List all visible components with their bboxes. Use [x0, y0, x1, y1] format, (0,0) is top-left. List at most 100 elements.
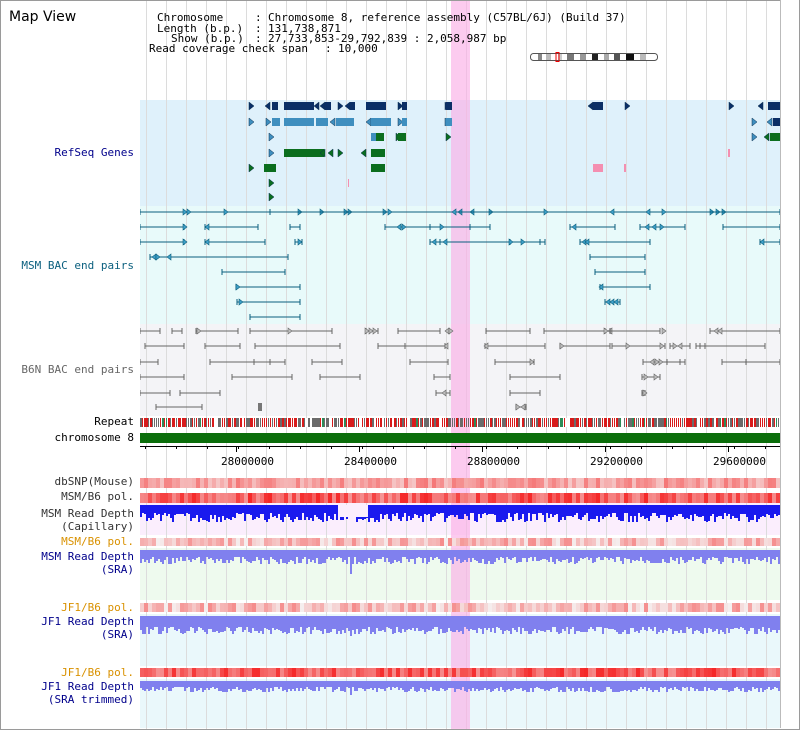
heat-cell: [628, 478, 632, 488]
depth-bar: [266, 681, 268, 688]
depth-bar: [232, 550, 234, 561]
depth-bar: [472, 681, 474, 688]
depth-bar: [664, 505, 666, 515]
heat-cell: [284, 493, 288, 503]
depth-bar: [760, 550, 762, 561]
depth-bar: [470, 550, 472, 562]
depth-bar: [276, 550, 278, 562]
repeat-element: [314, 418, 316, 427]
repeat-element: [556, 418, 558, 427]
heat-cell: [676, 493, 680, 503]
depth-bar: [284, 616, 286, 632]
heat-cell: [392, 668, 396, 677]
depth-bar: [410, 505, 412, 520]
depth-bar: [332, 550, 334, 558]
depth-bar: [536, 505, 538, 520]
depth-bar: [170, 616, 172, 627]
depth-bar: [362, 616, 364, 629]
depth-bar: [776, 505, 778, 516]
depth-bar: [394, 681, 396, 688]
depth-bar: [542, 550, 544, 559]
heat-cell: [228, 603, 232, 612]
depth-bar: [648, 681, 650, 688]
depth-bar: [688, 505, 690, 519]
depth-bar: [690, 505, 692, 515]
depth-bar: [604, 505, 606, 517]
depth-bar: [218, 505, 220, 517]
heat-cell: [420, 478, 424, 488]
depth-bar: [638, 616, 640, 633]
depth-bar: [430, 681, 432, 687]
depth-bar: [648, 616, 650, 627]
depth-bar: [670, 681, 672, 688]
heat-cell: [692, 538, 696, 546]
depth-bar: [208, 505, 210, 522]
chromosome-bar[interactable]: [140, 433, 780, 443]
heat-cell: [620, 603, 624, 612]
depth-bar: [388, 505, 390, 519]
depth-bar: [748, 550, 750, 564]
depth-bar: [762, 505, 764, 516]
heat-cell: [712, 603, 716, 612]
repeat-element: [216, 418, 218, 427]
depth-bar: [304, 681, 306, 689]
heat-cell: [152, 668, 156, 677]
repeat-element: [334, 418, 336, 427]
repeat-element: [682, 418, 683, 427]
depth-bar: [642, 681, 644, 689]
heat-cell: [580, 493, 584, 503]
heat-cell: [752, 603, 756, 612]
depth-bar: [440, 681, 442, 688]
repeat-element: [498, 418, 499, 427]
heat-cell: [296, 478, 300, 488]
depth-bar: [290, 681, 292, 691]
chromosome-ideogram[interactable]: [530, 52, 658, 62]
depth-bar: [630, 505, 632, 516]
heat-cell: [432, 603, 436, 612]
heat-cell: [296, 668, 300, 677]
repeat-element: [562, 418, 563, 427]
heat-cell: [604, 603, 608, 612]
depth-bar: [744, 681, 746, 692]
depth-bar: [624, 616, 626, 630]
depth-bar: [240, 681, 242, 689]
heat-cell: [448, 668, 452, 677]
depth-bar: [330, 681, 332, 687]
repeat-track[interactable]: [140, 418, 780, 427]
depth-bar: [276, 505, 278, 518]
heat-cell: [772, 478, 776, 488]
heat-cell: [412, 603, 416, 612]
depth-bar: [730, 616, 732, 629]
depth-bar: [270, 681, 272, 688]
depth-bar: [598, 681, 600, 691]
heat-cell: [380, 603, 384, 612]
depth-bar: [470, 505, 472, 513]
heat-cell: [312, 493, 316, 503]
heat-cell: [408, 538, 412, 546]
repeat-element: [290, 418, 291, 427]
depth-bar: [166, 505, 168, 516]
depth-bar: [370, 616, 372, 634]
bac-end-arrow: [658, 358, 664, 366]
depth-bar: [650, 505, 652, 516]
depth-bar: [714, 681, 716, 691]
repeat-element: [368, 418, 369, 427]
depth-bar: [690, 550, 692, 560]
depth-bar: [342, 616, 344, 630]
variation-tracks[interactable]: [140, 476, 780, 730]
heat-cell: [456, 493, 460, 503]
depth-bar: [210, 681, 212, 688]
heat-cell: [628, 538, 632, 546]
heat-cell: [728, 538, 732, 546]
heat-cell: [480, 538, 484, 546]
feature-tracks[interactable]: [140, 96, 780, 416]
depth-bar: [618, 550, 620, 557]
depth-bar: [306, 505, 308, 517]
depth-bar: [438, 550, 440, 559]
depth-bar: [250, 550, 252, 563]
depth-bar: [568, 505, 570, 516]
depth-bar: [158, 616, 160, 634]
depth-bar: [486, 505, 488, 515]
depth-bar: [300, 550, 302, 563]
gene-block: [366, 102, 386, 110]
